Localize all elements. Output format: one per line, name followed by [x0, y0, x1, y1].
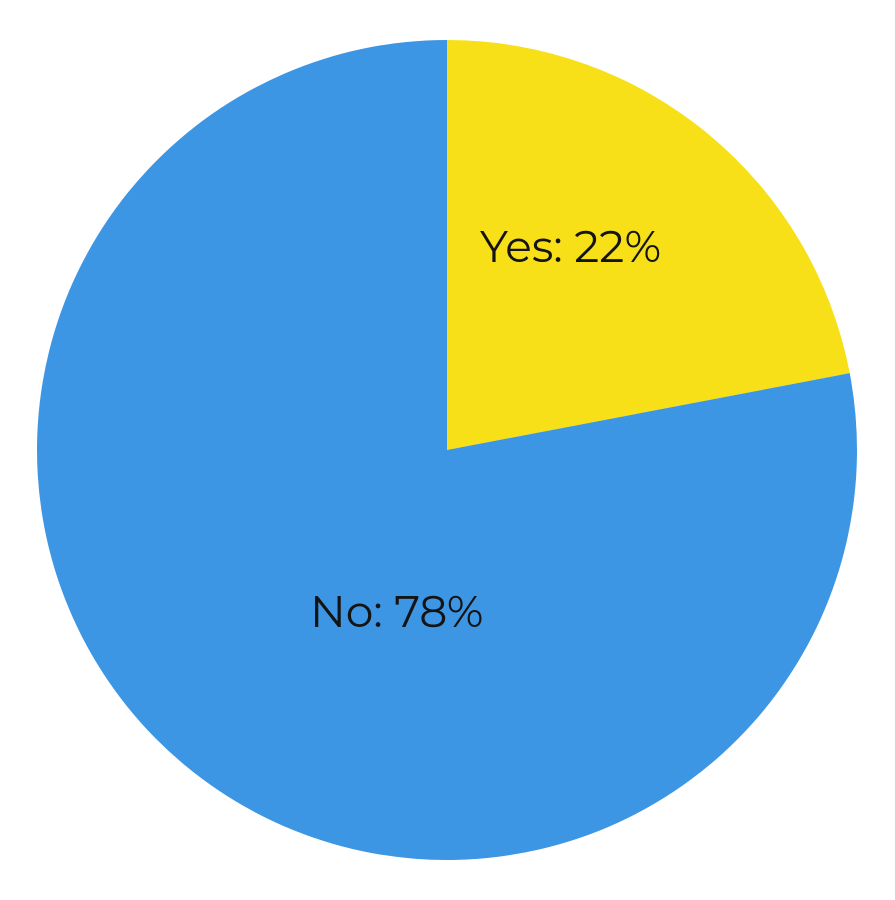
pie-chart — [0, 0, 895, 900]
pie-label-yes: Yes: 22% — [480, 225, 661, 269]
chart-stage: Yes: 22% No: 78% — [0, 0, 895, 900]
pie-label-no: No: 78% — [310, 590, 483, 634]
